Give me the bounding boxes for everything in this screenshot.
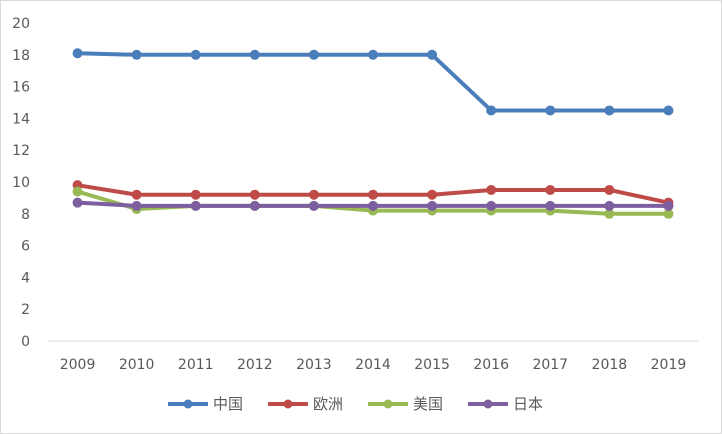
data-point (72, 186, 83, 197)
y-tick-label: 8 (21, 207, 30, 223)
data-point (663, 200, 674, 211)
legend-swatch-marker (383, 399, 393, 409)
data-point (545, 200, 556, 211)
data-point (131, 49, 142, 60)
legend-item: 中国 (168, 395, 243, 413)
data-point (190, 189, 201, 200)
data-point (72, 48, 83, 59)
legend-label: 日本 (513, 395, 543, 413)
series-line (75, 51, 671, 113)
series-layer (72, 48, 674, 219)
data-point (249, 200, 260, 211)
data-point (368, 49, 378, 60)
legend-swatch-marker (183, 399, 193, 409)
data-point (427, 189, 438, 200)
data-point (604, 184, 615, 195)
y-tick-label: 6 (21, 239, 30, 255)
x-tick-label: 2019 (651, 357, 687, 373)
data-point (545, 184, 556, 195)
data-point (486, 200, 497, 211)
data-point (249, 49, 260, 60)
y-tick-label: 20 (12, 16, 30, 32)
x-tick-label: 2017 (532, 357, 568, 373)
data-point (368, 189, 378, 200)
x-tick-label: 2014 (355, 357, 391, 373)
legend-item: 欧洲 (268, 395, 343, 413)
data-point (663, 105, 674, 116)
data-point (604, 105, 615, 116)
y-tick-label: 2 (21, 302, 30, 318)
x-tick-label: 2011 (178, 357, 214, 373)
legend-swatch-marker (283, 399, 293, 409)
y-tick-label: 18 (12, 48, 30, 64)
legend-label: 中国 (213, 395, 243, 413)
y-tick-label: 0 (21, 334, 30, 350)
x-tick-label: 2018 (592, 357, 628, 373)
y-tick-label: 10 (12, 175, 30, 191)
data-point (249, 189, 260, 200)
legend-item: 日本 (468, 395, 543, 413)
data-point (368, 200, 378, 211)
data-point (190, 49, 201, 60)
y-tick-label: 14 (12, 111, 30, 127)
data-point (72, 197, 83, 208)
legend-label: 美国 (413, 395, 443, 413)
x-tick-label: 2010 (119, 357, 155, 373)
data-point (427, 200, 438, 211)
data-point (604, 200, 615, 211)
data-point (486, 184, 497, 195)
x-tick-label: 2016 (473, 357, 509, 373)
x-tick-label: 2013 (296, 357, 332, 373)
x-tick-label: 2015 (414, 357, 450, 373)
axis-layer: 0 2 4 6 8 10 12 14 16 18 20 2009 2010 2011 2012 2013 201… (12, 16, 698, 373)
data-point (190, 200, 201, 211)
legend-item: 美国 (368, 395, 443, 413)
y-tick-label: 12 (12, 143, 30, 159)
x-tick-label: 2012 (237, 357, 273, 373)
x-tick-label: 2009 (60, 357, 96, 373)
data-point (486, 105, 497, 116)
y-tick-label: 16 (12, 80, 30, 96)
data-point (131, 200, 142, 211)
data-point (131, 189, 142, 200)
legend-label: 欧洲 (313, 395, 343, 413)
y-tick-label: 4 (21, 270, 30, 286)
data-point (308, 49, 319, 60)
data-point (545, 105, 556, 116)
legend: 中国 欧洲 美国 日本 (168, 395, 543, 413)
data-point (308, 189, 319, 200)
legend-swatch-marker (483, 399, 493, 409)
data-point (427, 49, 438, 60)
data-point (308, 200, 319, 211)
